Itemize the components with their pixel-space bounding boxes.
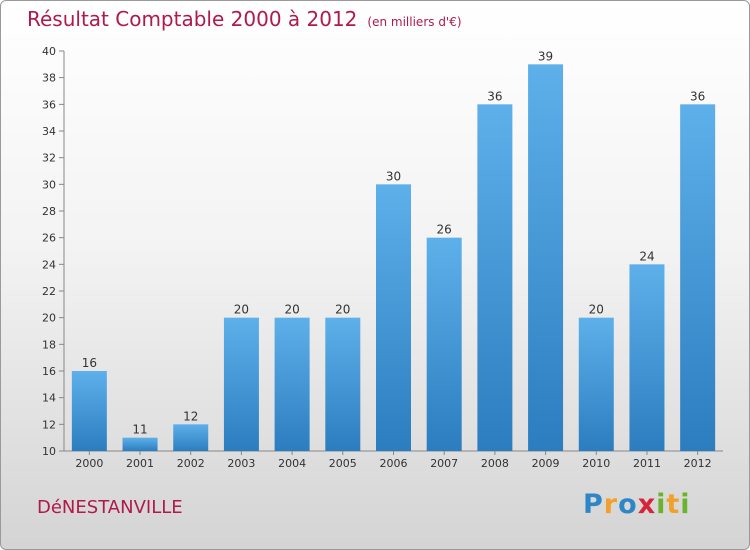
bar — [477, 104, 513, 451]
y-tick-label: 12 — [42, 418, 56, 431]
logo-letter: r — [603, 489, 619, 520]
bar — [325, 317, 361, 451]
bar-value-label: 20 — [234, 303, 249, 317]
y-tick-label: 20 — [42, 312, 56, 325]
x-tick-label: 2009 — [532, 457, 560, 470]
bar — [223, 317, 259, 451]
x-tick-label: 2007 — [430, 457, 458, 470]
x-tick-label: 2008 — [481, 457, 509, 470]
x-tick-label: 2005 — [329, 457, 357, 470]
bar — [274, 317, 310, 451]
bar — [71, 371, 107, 451]
bar — [426, 237, 462, 451]
y-tick-label: 36 — [42, 98, 56, 111]
y-tick-label: 40 — [42, 45, 56, 58]
bar — [578, 317, 614, 451]
bar — [376, 184, 411, 452]
bar-value-label: 36 — [487, 89, 502, 103]
logo-letter: x — [637, 489, 657, 520]
bar-value-label: 16 — [82, 356, 97, 370]
bar-value-label: 24 — [639, 249, 654, 263]
y-tick-label: 30 — [42, 178, 56, 191]
logo-letter: i — [656, 489, 667, 520]
bar-value-label: 20 — [589, 303, 604, 317]
town-name: DéNESTANVILLE — [37, 497, 183, 518]
y-tick-label: 18 — [42, 338, 56, 351]
x-tick-label: 2003 — [227, 457, 255, 470]
x-tick-label: 2000 — [75, 457, 103, 470]
bar-value-label: 39 — [538, 49, 553, 63]
bar — [629, 264, 665, 451]
y-tick-label: 38 — [42, 72, 56, 85]
bar — [122, 437, 158, 451]
bar — [173, 424, 209, 451]
bar-value-label: 12 — [183, 409, 198, 423]
bar-value-label: 26 — [437, 223, 452, 237]
bar-value-label: 20 — [335, 303, 350, 317]
y-tick-label: 28 — [42, 205, 56, 218]
x-tick-label: 2012 — [684, 457, 712, 470]
x-tick-label: 2011 — [633, 457, 661, 470]
y-tick-label: 14 — [42, 392, 56, 405]
chart-title-text: Résultat Comptable 2000 à 2012 — [27, 7, 358, 31]
y-tick-label: 10 — [42, 445, 56, 458]
y-tick-label: 34 — [42, 125, 56, 138]
logo-letter: o — [618, 489, 638, 520]
bar-value-label: 11 — [132, 423, 147, 437]
x-tick-label: 2002 — [177, 457, 205, 470]
chart-subtitle: (en milliers d'€) — [367, 15, 462, 29]
x-tick-label: 2010 — [582, 457, 610, 470]
y-tick-label: 24 — [42, 258, 56, 271]
y-tick-label: 32 — [42, 152, 56, 165]
x-tick-label: 2001 — [126, 457, 154, 470]
logo-letter: P — [583, 489, 604, 520]
bar-value-label: 20 — [284, 303, 299, 317]
bar-value-label: 36 — [690, 89, 705, 103]
y-tick-label: 26 — [42, 232, 56, 245]
x-tick-label: 2006 — [380, 457, 408, 470]
chart-title: Résultat Comptable 2000 à 2012 (en millie… — [27, 7, 462, 31]
y-tick-label: 22 — [42, 285, 56, 298]
bar-value-label: 30 — [386, 169, 401, 183]
logo-letter: i — [680, 489, 691, 520]
x-tick-label: 2004 — [278, 457, 306, 470]
logo-letter: t — [666, 489, 681, 520]
y-tick-label: 16 — [42, 365, 56, 378]
bar — [528, 64, 564, 452]
bar — [680, 104, 716, 451]
proxiti-logo: Proxiti — [583, 489, 691, 520]
